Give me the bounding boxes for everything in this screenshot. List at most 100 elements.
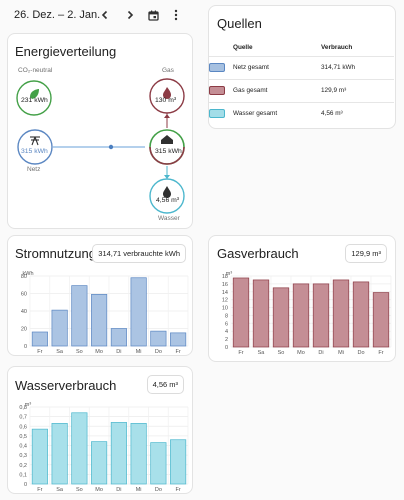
- y-tick-label: 0,3: [19, 453, 27, 459]
- gas-usage-card: Gasverbrauch 129,9 m³ 0 2 4 6 8 10 12 14 16 18 m³ F…: [208, 235, 396, 362]
- gas-usage-title: Gasverbrauch: [217, 246, 299, 261]
- gas-flow-arrow: [164, 114, 170, 118]
- bar[interactable]: [71, 285, 88, 347]
- energy-distribution-title: Energieverteilung: [15, 44, 117, 59]
- y-tick-label: 60: [21, 292, 27, 298]
- column-header-source: Quelle: [233, 44, 253, 52]
- leaf-icon: [30, 89, 39, 99]
- electric-swatch: [209, 63, 225, 72]
- bar[interactable]: [71, 412, 88, 485]
- grid-value: 315 kWh: [21, 148, 48, 155]
- bar[interactable]: [252, 279, 270, 348]
- chevron-right-icon-glyph: [127, 10, 134, 20]
- bar[interactable]: [110, 328, 127, 347]
- water-flow-arrow: [164, 175, 170, 179]
- water-swatch: [209, 109, 225, 119]
- source-value: 129,9 m³: [321, 78, 394, 102]
- y-tick-label: 2: [225, 337, 228, 343]
- x-tick-label: Di: [318, 350, 323, 356]
- date-range-label: 26. Dez. – 2. Jan.: [14, 9, 101, 21]
- y-tick-label: 0,8: [19, 405, 27, 411]
- transmission-tower-icon: [30, 136, 40, 146]
- x-tick-label: Fr: [37, 349, 42, 355]
- x-tick-label: Fr: [37, 487, 42, 493]
- source-value: 4,56 m³: [321, 101, 394, 125]
- x-tick-label: So: [76, 349, 83, 355]
- more-vert-icon-glyph: [174, 9, 178, 21]
- y-tick-label: 4: [225, 329, 228, 335]
- calendar-icon[interactable]: [146, 7, 160, 23]
- bar[interactable]: [372, 292, 390, 348]
- x-tick-label: Mo: [95, 487, 103, 493]
- table-row: Wasser gesamt 4,56 m³: [209, 101, 394, 125]
- x-tick-label: So: [278, 350, 285, 356]
- bar[interactable]: [51, 309, 68, 347]
- bar[interactable]: [130, 277, 147, 347]
- y-tick-label: 18: [222, 274, 228, 280]
- water-label: Wasser: [158, 215, 180, 222]
- table-row: Netz gesamt 314,71 kWh: [209, 55, 394, 79]
- energy-flow-diagram: [16, 78, 185, 214]
- bar[interactable]: [91, 441, 108, 485]
- bar[interactable]: [292, 283, 310, 348]
- bar[interactable]: [31, 331, 48, 347]
- y-unit-label: m³: [25, 402, 32, 408]
- bar[interactable]: [130, 423, 147, 485]
- chevron-right-icon[interactable]: [123, 7, 137, 23]
- water-usage-card: Wasserverbrauch 4,56 m³ 0 0,1 0,2 0,3 0,4 0,5…: [7, 366, 193, 494]
- source-name: Netz gesamt: [233, 55, 321, 79]
- y-tick-label: 80: [21, 274, 27, 280]
- home-value: 315 kWh: [155, 148, 182, 155]
- x-tick-label: Di: [116, 487, 121, 493]
- x-tick-label: Fr: [176, 487, 181, 493]
- x-tick-label: Sa: [56, 349, 64, 355]
- bar[interactable]: [232, 277, 250, 348]
- x-tick-label: Sa: [56, 487, 64, 493]
- bar[interactable]: [91, 294, 108, 347]
- bar[interactable]: [150, 442, 167, 485]
- bar[interactable]: [352, 281, 370, 348]
- bar[interactable]: [31, 428, 48, 485]
- bar[interactable]: [170, 439, 187, 485]
- bar[interactable]: [150, 330, 167, 347]
- chevron-left-icon[interactable]: [98, 7, 112, 23]
- x-tick-label: Mi: [338, 350, 344, 356]
- bar[interactable]: [272, 287, 290, 348]
- gas-label: Gas: [162, 67, 174, 74]
- bar[interactable]: [332, 279, 350, 348]
- y-tick-label: 20: [21, 327, 27, 333]
- x-tick-label: Do: [155, 349, 162, 355]
- y-tick-label: 0,2: [19, 463, 27, 469]
- bar[interactable]: [51, 423, 68, 485]
- gas-swatch: [209, 86, 225, 95]
- sources-table: Quelle Verbrauch Netz gesamt 314,71 kWh …: [209, 40, 394, 125]
- y-tick-label: 10: [222, 306, 228, 312]
- water-usage-badge: 4,56 m³: [146, 375, 184, 394]
- electricity-usage-card: Stromnutzung 314,71 verbrauchte kWh 0 20 4…: [7, 235, 193, 356]
- y-tick-label: 0: [225, 345, 228, 351]
- more-vert-icon[interactable]: [169, 7, 183, 23]
- x-tick-label: Fr: [378, 350, 383, 356]
- bar[interactable]: [312, 283, 330, 348]
- y-tick-label: 12: [222, 298, 228, 304]
- y-tick-label: 14: [222, 290, 228, 296]
- bar[interactable]: [170, 332, 187, 347]
- grid-flow-dot: [108, 144, 114, 150]
- y-tick-label: 0: [24, 482, 27, 488]
- gas-usage-badge: 129,9 m³: [345, 244, 387, 263]
- x-tick-label: Do: [155, 487, 162, 493]
- gas-value: 130 m³: [155, 97, 177, 104]
- home-ring-gas-segment: [149, 146, 185, 165]
- x-tick-label: So: [76, 487, 83, 493]
- sources-header-row: Quelle Verbrauch: [209, 40, 394, 56]
- x-tick-label: Fr: [176, 349, 181, 355]
- calendar-icon-glyph: [147, 10, 159, 21]
- source-name: Wasser gesamt: [233, 101, 321, 125]
- x-tick-label: Mi: [136, 349, 142, 355]
- bar[interactable]: [110, 422, 127, 485]
- y-tick-label: 8: [225, 313, 228, 319]
- co2-value: 231 kWh: [21, 97, 48, 104]
- water-usage-title: Wasserverbrauch: [15, 378, 117, 393]
- y-tick-label: 6: [225, 321, 228, 327]
